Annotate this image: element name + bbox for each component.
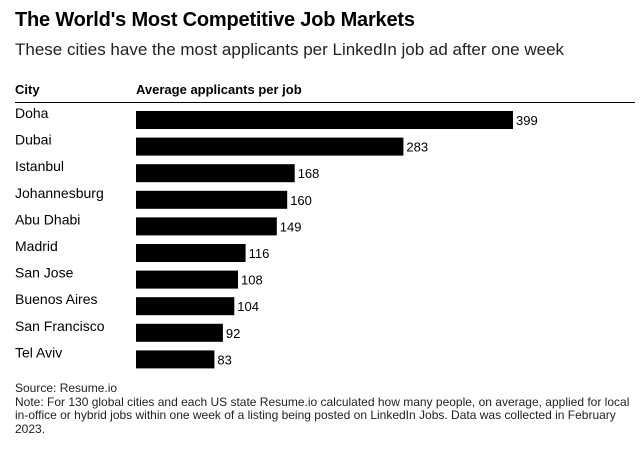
category-label: Istanbul: [15, 158, 64, 174]
category-label: Buenos Aires: [15, 291, 98, 307]
category-label: Doha: [15, 105, 49, 121]
category-label: Dubai: [15, 132, 52, 148]
category-label: Tel Aviv: [15, 344, 62, 360]
header-divider: [15, 102, 635, 103]
chart-title: The World's Most Competitive Job Markets: [15, 9, 415, 31]
bar-chart: Doha 399 Dubai 283 Istanbul 168 Johannesburg 16…: [15, 105, 538, 369]
value-label: 116: [249, 246, 270, 261]
bar: [136, 323, 223, 342]
bar: [136, 297, 235, 316]
source-text: Source: Resume.io: [15, 381, 118, 395]
value-label: 92: [226, 326, 240, 341]
value-label: 83: [217, 352, 231, 367]
bar: [136, 217, 277, 236]
bar: [136, 164, 295, 183]
city-column-header: City: [15, 82, 40, 97]
category-label: Abu Dhabi: [15, 211, 80, 227]
chart-subtitle: These cities have the most applicants pe…: [15, 40, 565, 59]
category-label: Madrid: [15, 238, 58, 254]
bar: [136, 244, 246, 262]
value-label: 399: [516, 113, 538, 128]
value-label: 108: [241, 273, 263, 288]
value-label: 149: [280, 219, 302, 234]
value-label: 160: [290, 193, 312, 208]
value-column-header: Average applicants per job: [136, 82, 302, 97]
value-label: 168: [298, 166, 320, 181]
bar: [136, 137, 404, 156]
bar: [136, 350, 215, 369]
category-label: San Francisco: [15, 318, 105, 334]
chart-footer: Source: Resume.io Note: For 130 global c…: [15, 381, 630, 436]
bar: [136, 270, 238, 289]
bar: [136, 111, 513, 129]
value-label: 283: [406, 140, 428, 155]
bar: [136, 190, 288, 209]
note-text: Note: For 130 global cities and each US …: [15, 394, 630, 436]
category-label: Johannesburg: [15, 185, 104, 201]
value-label: 104: [237, 299, 259, 314]
category-label: San Jose: [15, 265, 74, 281]
